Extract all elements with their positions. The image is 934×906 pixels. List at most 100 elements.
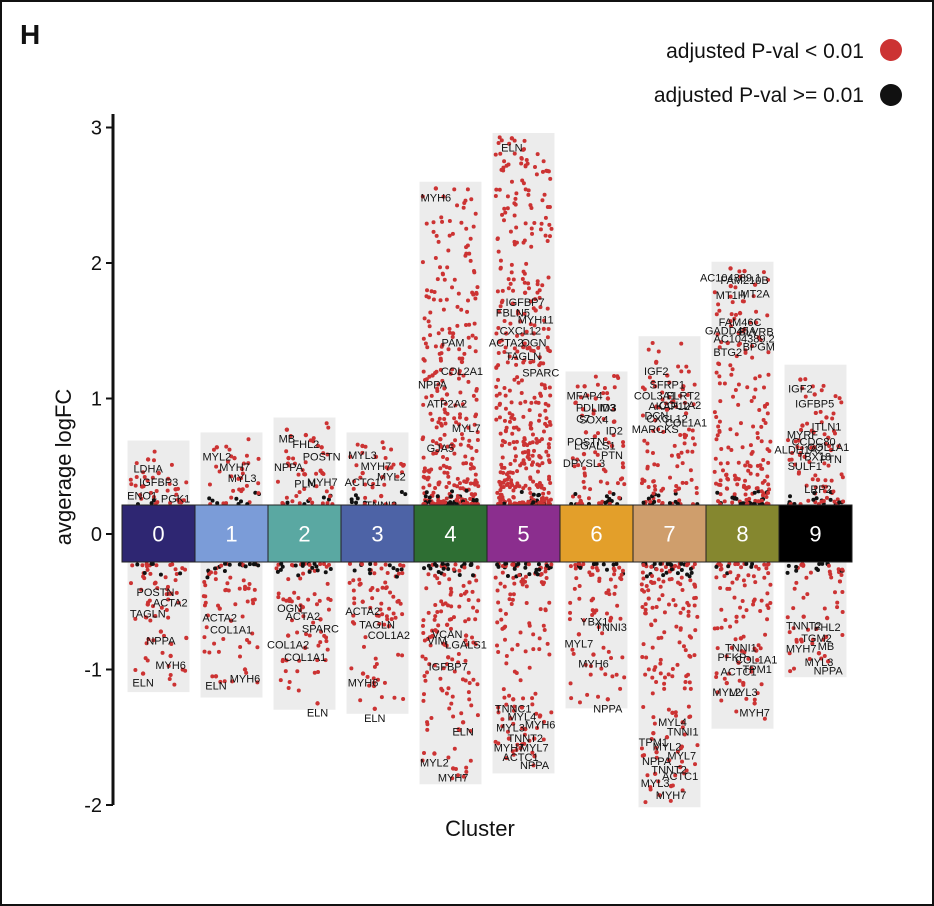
gene-point-c7	[580, 407, 586, 412]
cluster-3-down-band	[346, 558, 409, 714]
cluster-7-point	[687, 634, 692, 639]
cluster-1-point	[205, 575, 210, 580]
cluster-7-point	[669, 453, 674, 458]
cluster-7-point	[650, 341, 655, 346]
cluster-6-point	[581, 562, 586, 567]
cluster-3-point	[391, 594, 396, 599]
cluster-7-point	[639, 481, 644, 486]
cluster-8-point	[753, 498, 758, 503]
cluster-0-point	[159, 605, 164, 610]
cluster-5-point	[508, 321, 513, 326]
cluster-7-point	[654, 755, 659, 760]
cluster-8-point	[716, 482, 721, 487]
cluster-4-point	[447, 233, 452, 238]
gene-point-myl2	[724, 680, 729, 686]
cluster-0-point	[146, 637, 151, 642]
cluster-9-point	[823, 441, 828, 446]
cluster-4-point	[439, 344, 444, 349]
cluster-4-point	[433, 602, 438, 607]
cluster-3-point	[398, 563, 403, 568]
cluster-5-point	[547, 458, 552, 463]
cluster-2-point	[312, 568, 317, 573]
cluster-6-point	[571, 651, 576, 656]
cluster-5-point	[513, 484, 518, 489]
cluster-4-point	[421, 692, 426, 697]
cluster-5-point	[532, 221, 537, 226]
cluster-5-point	[542, 318, 547, 323]
cluster-5-point	[509, 602, 514, 607]
gene-point-myh6	[242, 667, 248, 672]
cluster-0-point	[138, 492, 143, 497]
cluster-4-point	[427, 495, 432, 500]
gene-label: COL1A1	[807, 442, 849, 454]
cluster-8-point	[743, 492, 748, 497]
cluster-7-point	[659, 568, 664, 573]
cluster-5-point	[524, 600, 529, 605]
cluster-7-point	[644, 583, 649, 588]
cluster-6-point	[575, 384, 580, 389]
gene-point-flrt2	[681, 384, 686, 389]
cluster-4-point	[442, 470, 447, 475]
cluster-8-point	[714, 370, 719, 375]
cluster-9-point	[810, 477, 815, 482]
cluster-6-point	[620, 461, 625, 466]
cluster-0-point	[174, 572, 179, 577]
cluster-7-point	[682, 771, 687, 776]
cluster-9-point	[812, 491, 817, 496]
cluster-2-point	[290, 618, 295, 623]
cluster-8-point	[763, 632, 768, 637]
cluster-2-point	[324, 421, 329, 426]
cluster-2-point	[298, 608, 303, 613]
cluster-4-point	[438, 442, 443, 447]
cluster-7-point	[640, 605, 645, 610]
gene-label: TNNI1	[667, 726, 699, 738]
cluster-5-point	[500, 288, 505, 293]
gene-point-vcan	[444, 622, 450, 627]
cluster-8-point	[764, 566, 769, 571]
cluster-5-point	[521, 696, 526, 701]
cluster-8-point	[730, 580, 735, 585]
cluster-0-point	[184, 636, 189, 641]
cluster-8-point	[718, 567, 723, 572]
cluster-4-point	[446, 686, 451, 691]
cluster-1-point	[238, 644, 243, 649]
cluster-8-point	[726, 445, 731, 450]
cluster-0-point	[148, 618, 153, 623]
cluster-6-point	[588, 672, 593, 677]
gene-point-myl7	[464, 416, 469, 422]
gene-point-myl3	[816, 651, 822, 656]
cluster-4-point	[471, 605, 476, 610]
cluster-5-point	[502, 206, 507, 211]
cluster-7-point	[662, 675, 667, 680]
gene-point-igfbp3	[156, 470, 161, 476]
gene-point-ogn	[531, 331, 537, 336]
cluster-6-point	[575, 457, 580, 462]
cluster-6-point	[593, 374, 598, 379]
cluster-8-point	[725, 476, 730, 481]
cluster-5-point	[511, 721, 516, 726]
gene-point-myl2	[389, 465, 394, 470]
cluster-5-point	[495, 236, 500, 241]
cluster-5-point	[530, 453, 535, 458]
gene-point-blvrb	[753, 320, 759, 325]
cluster-5-point	[511, 288, 516, 293]
cluster-8-point	[759, 682, 764, 687]
cluster-0-point	[149, 561, 154, 566]
cluster-8-point	[762, 562, 767, 567]
cluster-5-point	[496, 710, 501, 715]
cluster-6-point	[588, 664, 593, 669]
cluster-8-point	[712, 410, 717, 415]
cluster-1-point	[256, 563, 261, 568]
cluster-0-point	[172, 682, 177, 687]
cluster-9-point	[807, 656, 812, 661]
gene-label: ELN	[501, 142, 522, 154]
cluster-5-point	[509, 179, 514, 184]
cluster-3-point	[372, 499, 377, 504]
gene-point-akap12	[667, 394, 672, 400]
gene-point-actc1	[736, 660, 741, 665]
cluster-5-point	[513, 196, 518, 201]
cluster-8-point	[716, 361, 721, 366]
cluster-8-point	[718, 585, 723, 590]
cluster-5-point	[539, 572, 544, 577]
